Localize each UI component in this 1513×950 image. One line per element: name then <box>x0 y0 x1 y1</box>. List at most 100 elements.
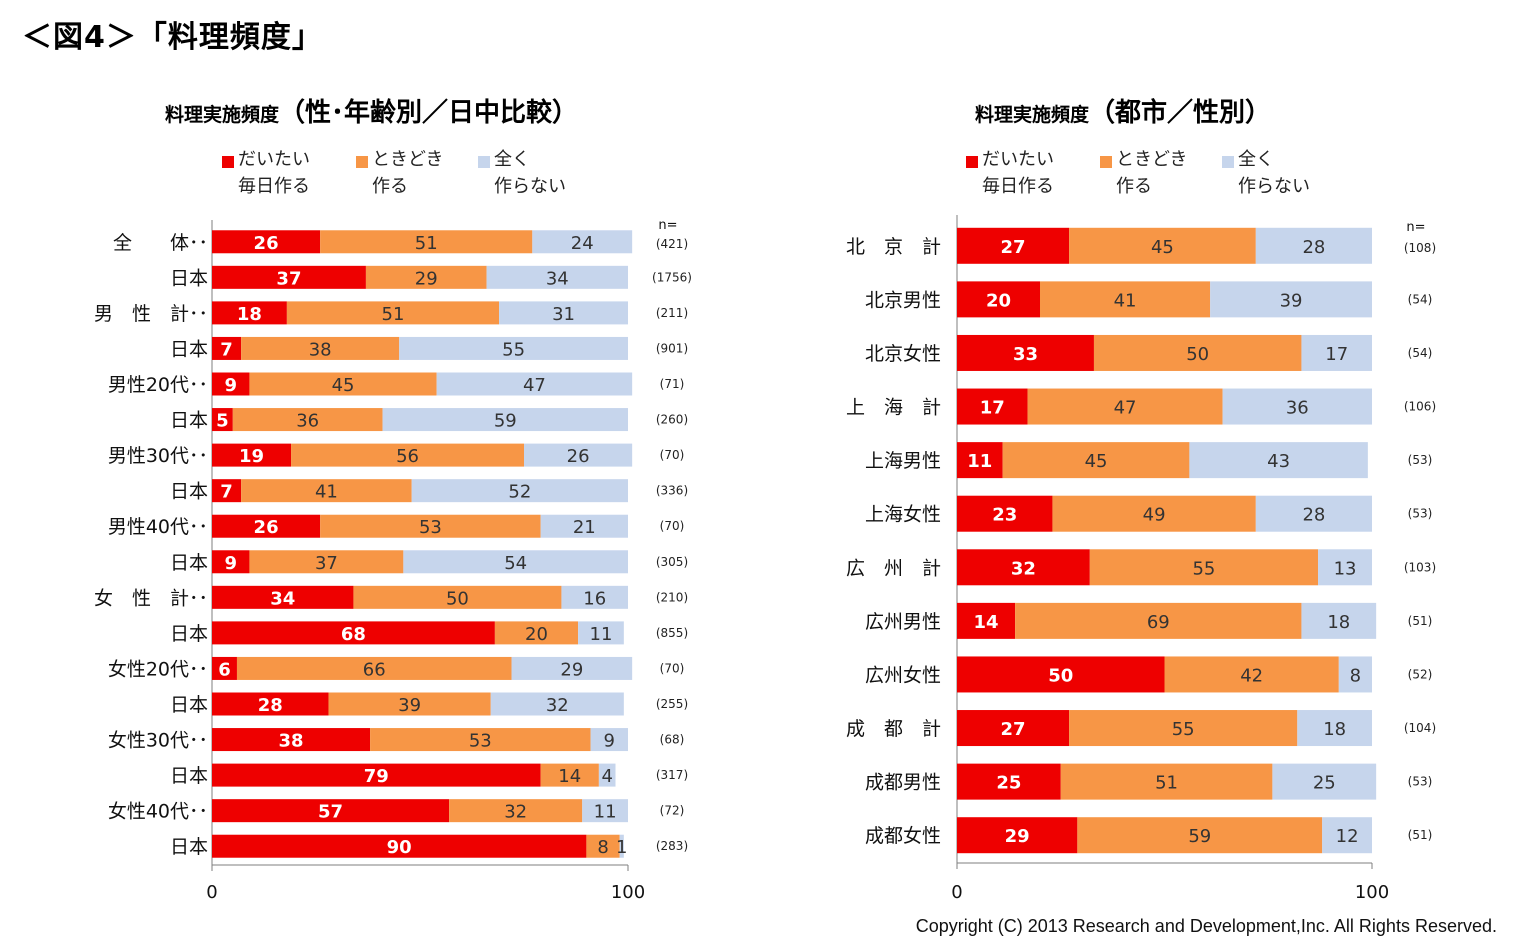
bar-segment-sometimes <box>1089 549 1319 586</box>
bar-segment-never <box>1338 656 1372 693</box>
category-label: 全 体･･ <box>113 232 208 254</box>
category-label: 北 京 計 <box>846 236 941 258</box>
data-label-sometimes: 47 <box>1114 398 1137 419</box>
data-label-never: 59 <box>494 411 517 432</box>
bar-segment-never <box>403 550 628 574</box>
data-label-never: 26 <box>567 446 590 467</box>
data-label-never: 55 <box>502 339 525 360</box>
data-label-never: 39 <box>1280 290 1303 311</box>
data-label-sometimes: 50 <box>446 588 469 609</box>
data-label-daily: 26 <box>254 517 279 538</box>
bar-segment-daily <box>212 230 321 254</box>
bar-segment-sometimes <box>1060 763 1273 800</box>
bar-segment-daily <box>957 334 1094 371</box>
n-count-label: (336) <box>656 484 688 498</box>
left-chart-legend: だいたい 毎日作る ときどき 作る 全く 作らない <box>222 146 602 202</box>
data-label-never: 17 <box>1325 344 1348 365</box>
n-count-label: (52) <box>1408 667 1433 681</box>
bar-segment-daily <box>957 227 1070 264</box>
category-label: 日本 <box>170 481 208 503</box>
n-count-label: (54) <box>1408 292 1433 306</box>
bar-segment-never <box>1189 442 1368 479</box>
bar-segment-daily <box>212 834 587 858</box>
category-label: 広 州 計 <box>846 557 941 579</box>
right-chart-title-sub: （都市／性別） <box>1089 98 1272 128</box>
data-label-sometimes: 42 <box>1240 665 1263 686</box>
data-label-never: 25 <box>1313 773 1336 794</box>
category-label: 女性30代･･ <box>108 730 208 752</box>
bar-segment-sometimes <box>1052 495 1256 532</box>
n-count-label: (53) <box>1408 507 1433 521</box>
data-label-daily: 7 <box>220 482 233 503</box>
bar-segment-daily <box>212 585 354 609</box>
data-label-sometimes: 49 <box>1143 505 1166 526</box>
category-label: 北京男性 <box>865 289 941 311</box>
bar-segment-sometimes <box>249 372 437 396</box>
n-count-label: (317) <box>656 768 688 782</box>
bar-segment-daily <box>957 763 1061 800</box>
data-label-sometimes: 14 <box>558 766 581 787</box>
data-label-never: 13 <box>1334 558 1357 579</box>
category-label: 男性20代･･ <box>108 374 208 396</box>
data-label-never: 28 <box>1302 237 1325 258</box>
data-label-daily: 18 <box>237 304 262 325</box>
bar-segment-daily <box>957 817 1078 854</box>
left-chart-title-sub: （性･年齢別／日中比較） <box>279 98 579 128</box>
bar-segment-never <box>1210 281 1372 318</box>
data-label-sometimes: 8 <box>597 837 608 858</box>
category-label: 広州男性 <box>865 611 941 633</box>
bar-segment-never <box>1318 549 1372 586</box>
data-label-daily: 57 <box>318 802 343 823</box>
data-label-sometimes: 53 <box>419 517 442 538</box>
bar-segment-daily <box>957 388 1028 425</box>
n-count-label: (70) <box>660 661 685 675</box>
category-label: 日本 <box>170 552 208 574</box>
bar-segment-daily <box>212 728 371 752</box>
data-label-daily: 23 <box>992 505 1017 526</box>
data-label-sometimes: 37 <box>315 553 338 574</box>
bar-segment-sometimes <box>365 265 487 289</box>
data-label-sometimes: 36 <box>296 411 319 432</box>
bar-segment-never <box>582 799 628 823</box>
bar-segment-never <box>486 265 628 289</box>
legend-swatch-never <box>478 156 490 168</box>
bar-segment-daily <box>957 549 1090 586</box>
data-label-never: 4 <box>601 766 612 787</box>
category-label: 日本 <box>170 267 208 289</box>
data-label-never: 11 <box>594 802 617 823</box>
n-count-label: (210) <box>656 590 688 604</box>
legend-label-sometimes: ときどき 作る <box>1116 149 1188 197</box>
data-label-sometimes: 45 <box>1151 237 1174 258</box>
data-label-never: 52 <box>508 482 531 503</box>
category-label: 北京女性 <box>865 343 941 365</box>
bar-segment-daily <box>212 301 287 325</box>
bar-segment-never <box>1255 227 1372 264</box>
data-label-never: 54 <box>504 553 527 574</box>
bar-segment-never <box>382 408 628 432</box>
category-label: 成都男性 <box>865 772 941 794</box>
bar-segment-sometimes <box>1093 334 1302 371</box>
legend-swatch-daily <box>966 156 978 168</box>
bar-segment-sometimes <box>1069 227 1256 264</box>
bar-segment-never <box>1222 388 1372 425</box>
x-tick-label: 0 <box>206 882 217 903</box>
data-label-daily: 7 <box>220 339 233 360</box>
category-label: 上海男性 <box>865 450 941 472</box>
data-label-daily: 20 <box>986 290 1011 311</box>
bar-segment-never <box>561 585 628 609</box>
category-label: 男 性 計･･ <box>94 303 208 325</box>
bar-segment-sometimes <box>320 230 533 254</box>
legend-label-never: 全く 作らない <box>494 149 566 197</box>
data-label-sometimes: 51 <box>1155 773 1178 794</box>
data-label-sometimes: 45 <box>332 375 355 396</box>
category-label: 女性20代･･ <box>108 658 208 680</box>
bar-segment-never <box>411 479 628 503</box>
data-label-daily: 5 <box>216 411 229 432</box>
bar-segment-never <box>511 656 633 680</box>
data-label-daily: 11 <box>967 451 992 472</box>
legend-swatch-daily <box>222 156 234 168</box>
data-label-never: 29 <box>560 659 583 680</box>
n-count-label: (72) <box>660 804 685 818</box>
category-label: 上海女性 <box>865 504 941 526</box>
bar-segment-sometimes <box>241 336 400 360</box>
